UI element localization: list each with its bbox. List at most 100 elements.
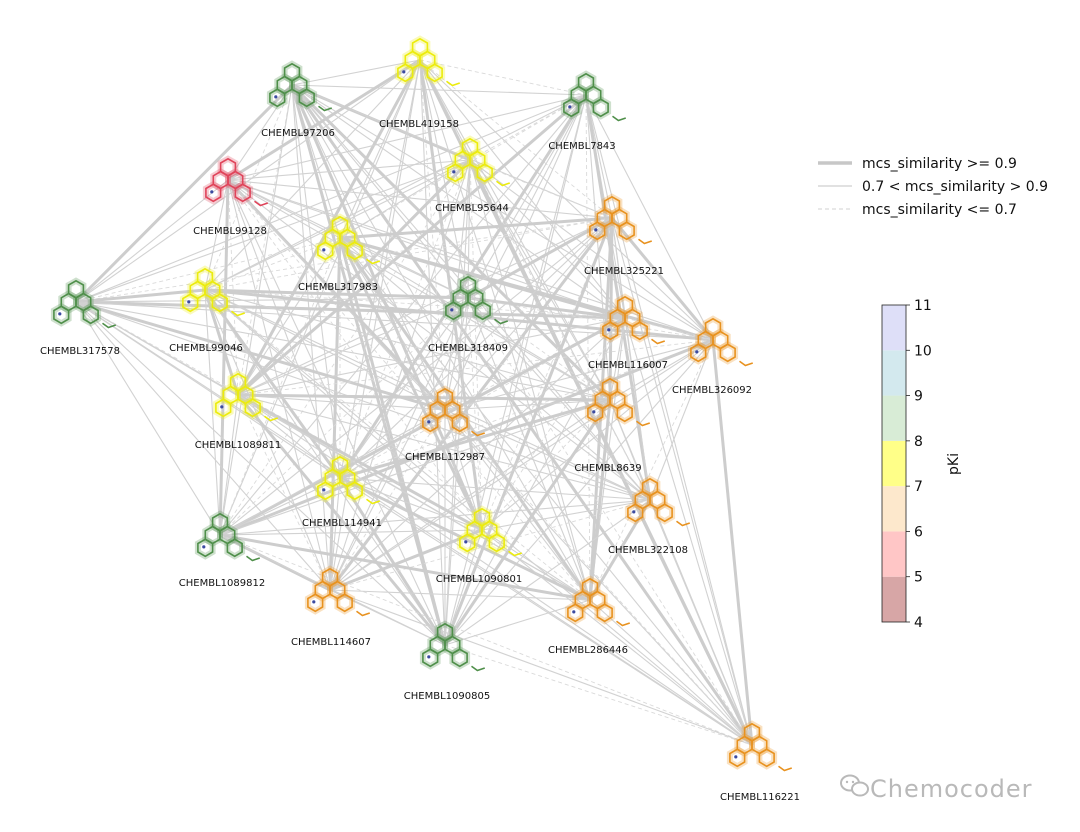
node-label: CHEMBL114607 bbox=[291, 637, 371, 648]
edge-94 bbox=[218, 179, 230, 536]
edge-49 bbox=[467, 94, 587, 299]
edge-10 bbox=[291, 84, 714, 341]
edge-228 bbox=[329, 477, 341, 591]
wechat-icon bbox=[840, 774, 869, 797]
edge-6 bbox=[74, 83, 294, 304]
colorbar-segment-3 bbox=[882, 440, 906, 487]
edge-30 bbox=[419, 59, 626, 319]
molecule-structure bbox=[687, 315, 754, 367]
edge-231 bbox=[339, 477, 753, 746]
node-label: CHEMBL95644 bbox=[435, 203, 509, 214]
colorbar-segment-6 bbox=[882, 305, 906, 351]
node-label: CHEMBL99128 bbox=[193, 226, 267, 237]
edge-3 bbox=[227, 84, 293, 181]
edge-249 bbox=[329, 589, 753, 746]
edge-47 bbox=[75, 94, 587, 303]
edge-211 bbox=[219, 409, 446, 536]
edge-176 bbox=[237, 317, 626, 396]
molecule-structure bbox=[456, 505, 523, 557]
edge-210 bbox=[444, 409, 651, 501]
edge-158 bbox=[204, 289, 331, 591]
edge-198 bbox=[237, 394, 446, 411]
edge-95 bbox=[227, 179, 483, 531]
molecule-structure bbox=[444, 135, 511, 187]
edge-13 bbox=[290, 83, 612, 402]
edge-27 bbox=[75, 59, 421, 303]
edge-183 bbox=[329, 317, 626, 591]
molecule-structure bbox=[560, 70, 627, 122]
edge-65 bbox=[469, 159, 613, 219]
edge-217 bbox=[339, 398, 611, 480]
colorbar-tick-label: 9 bbox=[914, 389, 923, 405]
edge-246 bbox=[481, 529, 753, 746]
edge-127 bbox=[219, 217, 613, 536]
edge-232 bbox=[219, 499, 651, 536]
edge-56 bbox=[584, 94, 652, 501]
edge-200 bbox=[237, 394, 341, 479]
edge-136 bbox=[75, 301, 714, 341]
edge-195 bbox=[589, 339, 714, 601]
edge-66 bbox=[75, 159, 471, 303]
node-label: CHEMBL325221 bbox=[584, 266, 664, 277]
edge-199 bbox=[237, 393, 611, 402]
edge-223 bbox=[443, 399, 612, 646]
edge-204 bbox=[237, 394, 331, 591]
edge-33 bbox=[419, 59, 446, 411]
node-CHEMBL95644: CHEMBL95644 bbox=[435, 135, 511, 214]
edge-84 bbox=[75, 179, 229, 303]
colorbar-tick-label: 5 bbox=[914, 570, 923, 586]
edge-191 bbox=[649, 339, 714, 501]
node-label: CHEMBL116221 bbox=[720, 792, 800, 803]
edge-51 bbox=[585, 94, 714, 341]
colorbar-label: pKi bbox=[946, 453, 962, 475]
edge-171 bbox=[329, 297, 469, 591]
node-label: CHEMBL317983 bbox=[298, 282, 378, 293]
edge-212 bbox=[444, 409, 483, 531]
colorbar-tick-label: 8 bbox=[914, 434, 923, 450]
node-label: CHEMBL317578 bbox=[40, 346, 120, 357]
edge-174 bbox=[467, 297, 753, 746]
node-label: CHEMBL286446 bbox=[548, 645, 628, 656]
edge-138 bbox=[75, 300, 446, 412]
edge-226 bbox=[219, 477, 341, 536]
edge-28 bbox=[204, 59, 421, 291]
node-label: CHEMBL419158 bbox=[379, 119, 459, 130]
edge-153 bbox=[204, 289, 611, 401]
edge-142 bbox=[75, 301, 221, 536]
node-label: CHEMBL1089811 bbox=[195, 440, 281, 451]
edge-62 bbox=[585, 94, 753, 746]
edge-155 bbox=[204, 289, 651, 501]
edge-44 bbox=[227, 94, 587, 181]
molecule-structure bbox=[564, 575, 631, 627]
node-CHEMBL99128: CHEMBL99128 bbox=[193, 155, 269, 237]
colorbar-tick-label: 4 bbox=[914, 615, 923, 631]
edge-230 bbox=[338, 477, 447, 646]
molecule-structure bbox=[212, 370, 279, 422]
edge-244 bbox=[481, 529, 591, 601]
edge-162 bbox=[467, 296, 626, 320]
edge-194 bbox=[329, 339, 714, 591]
edge-193 bbox=[481, 339, 714, 531]
edge-205 bbox=[237, 394, 591, 601]
edge-83 bbox=[227, 179, 613, 219]
colorbar-tick-label: 10 bbox=[914, 343, 932, 359]
edge-113 bbox=[328, 237, 342, 591]
node-label: CHEMBL1090801 bbox=[436, 574, 522, 585]
node-CHEMBL286446: CHEMBL286446 bbox=[548, 575, 631, 656]
edge-119 bbox=[467, 216, 613, 300]
node-CHEMBL419158: CHEMBL419158 bbox=[379, 35, 461, 130]
edge-197 bbox=[711, 339, 754, 746]
edge-81 bbox=[468, 159, 754, 746]
edge-16 bbox=[219, 84, 293, 536]
edge-206 bbox=[236, 394, 447, 646]
edge-32 bbox=[236, 59, 422, 396]
colorbar-segment-2 bbox=[882, 486, 906, 532]
edge-89 bbox=[227, 179, 239, 396]
edge-52 bbox=[237, 93, 587, 397]
edge-186 bbox=[624, 317, 753, 746]
molecule-structure bbox=[419, 620, 486, 672]
edge-196 bbox=[444, 339, 714, 646]
edge-237 bbox=[649, 499, 753, 746]
edge-180 bbox=[624, 317, 651, 501]
